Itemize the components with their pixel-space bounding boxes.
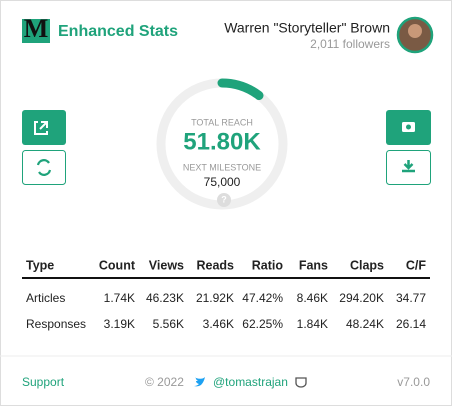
table-cell: 3.46K xyxy=(203,317,234,331)
open-icon xyxy=(34,121,48,135)
coffee-icon[interactable] xyxy=(295,377,307,388)
table-cell: 8.46K xyxy=(297,291,328,305)
user-name[interactable]: Warren "Storyteller" Brown xyxy=(224,20,390,36)
camera-lens xyxy=(406,124,411,130)
table-cell: 21.92K xyxy=(196,291,234,305)
help-icon[interactable] xyxy=(217,193,231,207)
stats-table: Type Count Views Reads Ratio Fans Claps C/F Arti… xyxy=(26,258,426,331)
table-cell: 1.74K xyxy=(104,291,135,305)
help-mark: ? xyxy=(221,194,227,204)
open-button[interactable] xyxy=(22,110,66,145)
milestone-value: 75,000 xyxy=(204,175,241,189)
download-icon xyxy=(402,160,415,173)
table-cell: 294.20K xyxy=(339,291,384,305)
column-header: Reads xyxy=(196,258,234,272)
table-cell: 5.56K xyxy=(153,317,184,331)
column-header: Type xyxy=(26,258,54,272)
table-cell: 26.14 xyxy=(396,317,426,331)
refresh-icon xyxy=(36,159,52,176)
table-cell: 47.42% xyxy=(242,291,283,305)
version: v7.0.0 xyxy=(397,375,430,389)
refresh-button[interactable] xyxy=(22,150,66,185)
logo-bg xyxy=(22,19,50,43)
reach-label: TOTAL REACH xyxy=(191,117,253,127)
reach-value: 51.80K xyxy=(183,128,261,155)
column-header: C/F xyxy=(406,258,427,272)
column-header: Fans xyxy=(299,258,328,272)
column-header: Views xyxy=(149,258,184,272)
twitter-handle[interactable]: @tomastrajan xyxy=(213,375,288,389)
logo: M xyxy=(24,14,49,43)
column-header: Count xyxy=(99,258,136,272)
column-header: Claps xyxy=(350,258,384,272)
table-cell: 48.24K xyxy=(346,317,384,331)
copyright: © 2022 xyxy=(145,375,184,389)
twitter-icon xyxy=(194,377,205,387)
table-cell: 46.23K xyxy=(146,291,184,305)
avatar-face xyxy=(408,24,422,38)
app-title: Enhanced Stats xyxy=(58,23,178,40)
progress-arc xyxy=(217,78,264,100)
column-header: Ratio xyxy=(252,258,284,272)
table-cell: 1.84K xyxy=(297,317,328,331)
table-cell: 3.19K xyxy=(104,317,135,331)
milestone-label: NEXT MILESTONE xyxy=(183,162,261,172)
table-cell: 62.25% xyxy=(242,317,283,331)
support-link[interactable]: Support xyxy=(22,375,65,389)
table-cell: 34.77 xyxy=(396,291,426,305)
followers: 2,011 followers xyxy=(310,37,390,51)
table-cell: Responses xyxy=(26,317,86,331)
table-cell: Articles xyxy=(26,291,65,305)
